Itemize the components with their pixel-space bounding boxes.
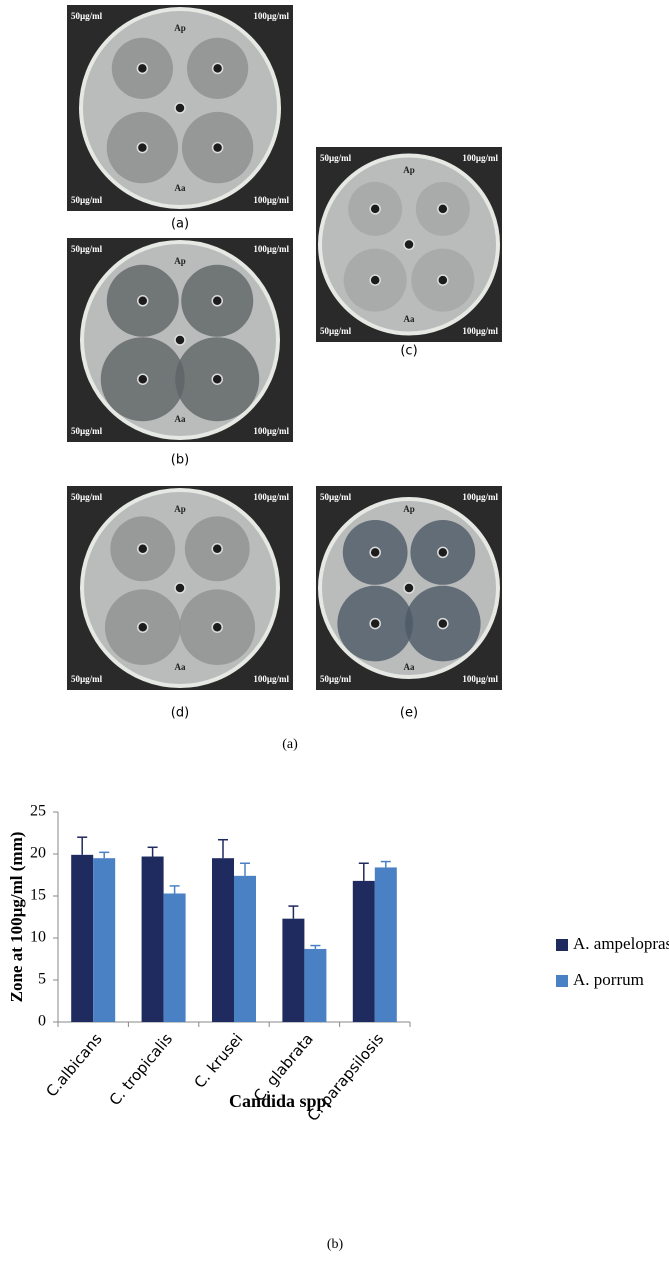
photo-label: Aa <box>175 662 186 672</box>
panel-label: (e) <box>400 706 418 721</box>
photo-label: 50µg/ml <box>71 492 103 502</box>
y-tick-label: 0 <box>38 1013 46 1030</box>
well <box>403 582 415 594</box>
photo-label: 100µg/ml <box>462 492 498 502</box>
bar <box>93 858 116 1022</box>
y-tick-label: 25 <box>30 803 46 820</box>
x-axis-label: Candida spp. <box>229 1091 331 1111</box>
legend-swatch <box>556 939 568 951</box>
well <box>136 62 149 75</box>
well <box>174 102 186 114</box>
well <box>137 621 149 633</box>
well <box>211 621 223 633</box>
photo-label: 100µg/ml <box>462 326 498 336</box>
photo-label: 50µg/ml <box>71 195 103 205</box>
legend-swatch <box>556 975 568 987</box>
well <box>437 203 449 215</box>
photo-label: 100µg/ml <box>253 195 289 205</box>
x-tick-label: C. krusei <box>191 1030 247 1092</box>
well <box>403 238 415 251</box>
panel-label: (d) <box>171 706 189 721</box>
panel-label: (c) <box>400 344 417 359</box>
photo-label: Ap <box>174 256 186 266</box>
legend-label: A. porrum <box>573 970 644 989</box>
photo-label: 100µg/ml <box>462 153 498 163</box>
photo-label: 50µg/ml <box>320 674 352 684</box>
well <box>369 203 381 215</box>
well <box>369 274 381 286</box>
photo-label: 100µg/ml <box>253 492 289 502</box>
y-tick-label: 10 <box>30 929 46 946</box>
y-tick-label: 20 <box>30 845 46 862</box>
photo-label: Ap <box>403 165 415 175</box>
bar <box>141 856 164 1022</box>
well <box>174 582 186 594</box>
photo-label: Ap <box>174 504 186 514</box>
photo-label: 100µg/ml <box>253 674 289 684</box>
photo-label: Aa <box>404 662 415 672</box>
well <box>369 617 381 630</box>
photo-label: 50µg/ml <box>320 492 352 502</box>
caption: (b) <box>327 1237 344 1252</box>
bar <box>352 880 375 1022</box>
well <box>211 141 224 154</box>
caption: (a) <box>282 737 298 752</box>
bar <box>374 867 397 1022</box>
well <box>211 543 223 555</box>
photo-label: 50µg/ml <box>320 153 352 163</box>
bar <box>212 858 234 1022</box>
bar <box>304 948 327 1022</box>
photo-label: Ap <box>174 23 186 33</box>
photo-label: 100µg/ml <box>462 674 498 684</box>
photo-label: Aa <box>404 314 415 324</box>
photo-label: 50µg/ml <box>71 674 103 684</box>
well <box>174 334 186 346</box>
bar <box>163 893 186 1022</box>
photo-label: 100µg/ml <box>253 244 289 254</box>
y-tick-label: 15 <box>30 887 46 904</box>
well <box>369 546 381 559</box>
well <box>437 274 449 286</box>
well <box>211 373 223 385</box>
well <box>437 546 449 559</box>
photo-label: 50µg/ml <box>71 11 103 21</box>
well <box>137 543 149 555</box>
x-tick-label: C. tropicalis <box>106 1030 177 1109</box>
bar <box>234 875 256 1022</box>
y-axis-label: Zone at 100µg/ml (mm) <box>7 832 26 1003</box>
y-tick-label: 5 <box>38 971 46 988</box>
legend-label: A. ampeloprasum <box>573 934 669 953</box>
photo-label: 50µg/ml <box>320 326 352 336</box>
bar <box>282 918 305 1022</box>
photo-label: Ap <box>403 504 415 514</box>
photo-label: 50µg/ml <box>71 426 103 436</box>
x-tick-label: C.albicans <box>42 1030 105 1101</box>
well <box>137 373 149 385</box>
well <box>211 62 224 75</box>
photo-label: 50µg/ml <box>71 244 103 254</box>
well <box>437 617 449 630</box>
well <box>136 141 149 154</box>
photo-label: 100µg/ml <box>253 11 289 21</box>
panel-label: (a) <box>171 217 189 232</box>
x-tick-label: C. parapsilosis <box>304 1030 388 1125</box>
photo-label: Aa <box>175 183 186 193</box>
panel-label: (b) <box>171 453 189 468</box>
photo-label: 100µg/ml <box>253 426 289 436</box>
well <box>137 295 149 307</box>
photo-label: Aa <box>175 414 186 424</box>
bar <box>71 854 94 1022</box>
well <box>211 295 223 307</box>
